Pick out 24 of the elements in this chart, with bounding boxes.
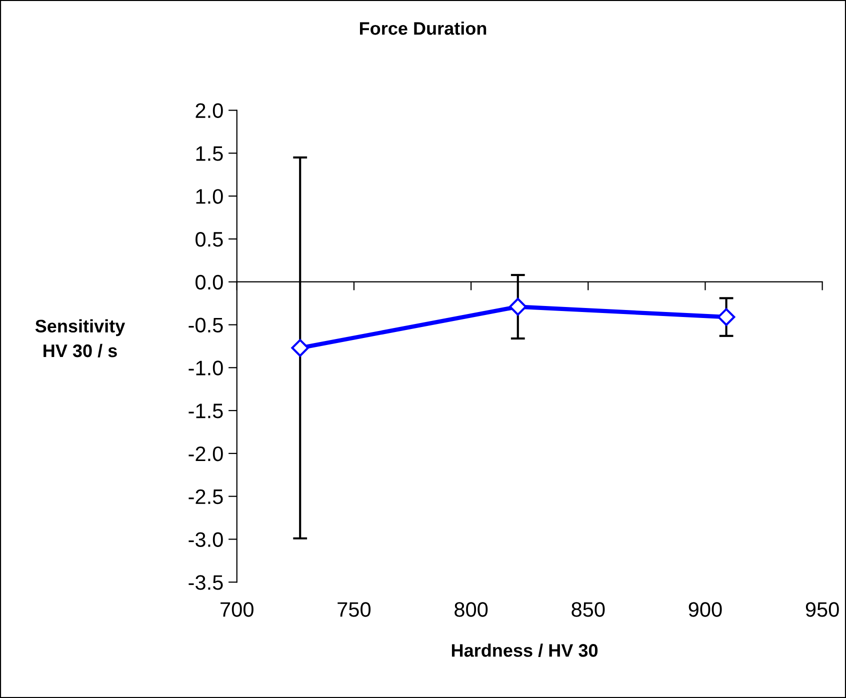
x-tick-label: 800	[454, 602, 488, 617]
y-tick-label: 1.0	[196, 189, 223, 204]
y-tick-label: -1.5	[188, 404, 223, 418]
chart-title: Force Duration	[360, 22, 486, 35]
x-tick-label: 750	[338, 602, 371, 617]
y-tick-label: -3.5	[188, 575, 223, 590]
x-tick-label: 950	[806, 602, 839, 617]
y-tick-label: -2.0	[188, 446, 223, 462]
y-axis-title: Sensitivity HV 30 / s	[35, 319, 126, 358]
y-tick-label: 0.0	[196, 274, 223, 290]
y-tick-label: 2.0	[196, 103, 223, 118]
point	[717, 308, 736, 326]
point	[291, 339, 310, 357]
y-tick-label: 0.5	[196, 232, 223, 247]
x-tick-label: 700	[220, 602, 254, 617]
point	[508, 298, 527, 316]
x-tick-label: 900	[688, 602, 722, 617]
y-tick-label: -3.0	[188, 532, 223, 547]
y-tick-label: -2.5	[188, 489, 223, 504]
y-tick-label: -0.5	[188, 318, 223, 333]
x-tick-label: 850	[572, 602, 605, 617]
y-tick-label: -1.0	[188, 360, 223, 376]
y-tick-label: 1.5	[196, 146, 223, 161]
x-axis-title: Hardness / HV 30	[452, 644, 598, 658]
